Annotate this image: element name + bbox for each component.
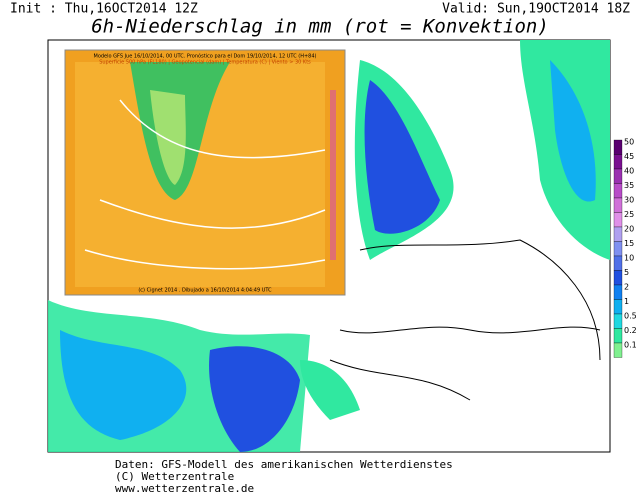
colorbar-label: 45 xyxy=(624,152,634,161)
footer-copyright: (C) Wetterzentrale xyxy=(115,470,234,483)
colorbar: 50 45 40 35 30 25 20 15 10 5 2 1 0.5 0.2 0.1 xyxy=(613,138,637,358)
colorbar-swatch xyxy=(613,328,623,344)
colorbar-swatch xyxy=(613,241,623,257)
colorbar-label: 0.5 xyxy=(624,312,637,321)
colorbar-swatch xyxy=(613,270,623,286)
inset-subtitle: Superficie 500 hPa (FL180) | Geopotencia… xyxy=(99,60,311,66)
colorbar-label: 0.1 xyxy=(624,341,637,350)
colorbar-label: 25 xyxy=(624,210,634,219)
inset-chart: Modelo GFS Jue 16/10/2014, 00 UTC. Pronó… xyxy=(64,49,346,296)
footer-source: Daten: GFS-Modell des amerikanischen Wet… xyxy=(115,458,453,471)
colorbar-label: 1 xyxy=(624,297,629,306)
colorbar-swatch xyxy=(613,154,623,170)
init-time: Init : Thu,16OCT2014 12Z xyxy=(10,2,198,17)
colorbar-label: 5 xyxy=(624,268,629,277)
colorbar-label: 2 xyxy=(624,283,629,292)
colorbar-label: 30 xyxy=(624,196,634,205)
colorbar-swatch xyxy=(613,342,623,358)
colorbar-swatch xyxy=(613,313,623,329)
colorbar-swatch xyxy=(613,197,623,213)
colorbar-swatch xyxy=(613,255,623,271)
colorbar-swatch xyxy=(613,212,623,228)
colorbar-swatch xyxy=(613,183,623,199)
colorbar-swatch xyxy=(613,168,623,184)
valid-time: Valid: Sun,19OCT2014 18Z xyxy=(442,2,630,17)
inset-credit: (c) Cignet 2014 . Dibujado a 16/10/2014 … xyxy=(138,288,272,294)
colorbar-label: 20 xyxy=(624,225,634,234)
colorbar-swatch xyxy=(613,284,623,300)
colorbar-label: 10 xyxy=(624,254,634,263)
colorbar-swatch xyxy=(613,299,623,315)
colorbar-label: 15 xyxy=(624,239,634,248)
colorbar-label: 35 xyxy=(624,181,634,190)
colorbar-label: 40 xyxy=(624,167,634,176)
colorbar-label: 50 xyxy=(624,138,634,147)
colorbar-swatch xyxy=(613,226,623,242)
colorbar-swatch xyxy=(613,139,623,155)
map-title: 6h-Niederschlag in mm (rot = Konvektion) xyxy=(91,16,549,38)
footer-url: www.wetterzentrale.de xyxy=(115,482,254,495)
inset-title: Modelo GFS Jue 16/10/2014, 00 UTC. Pronó… xyxy=(94,53,317,60)
colorbar-label: 0.2 xyxy=(624,326,637,335)
